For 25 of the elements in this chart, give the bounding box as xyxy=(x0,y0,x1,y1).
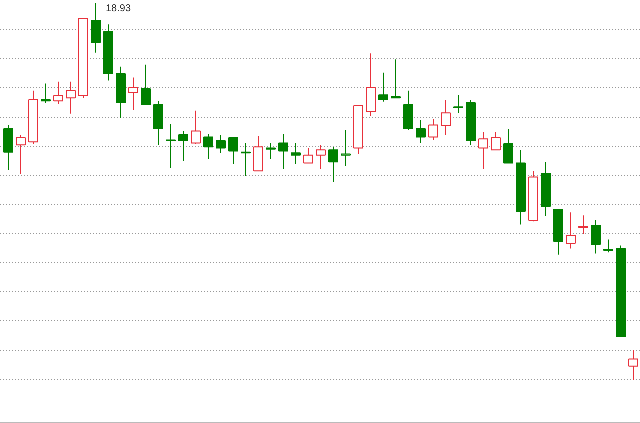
candlestick xyxy=(478,132,488,170)
candlestick xyxy=(4,124,14,171)
candlestick xyxy=(166,124,176,169)
annotation: 18.93 xyxy=(106,4,132,15)
candlestick xyxy=(104,24,114,82)
candlestick xyxy=(241,142,251,177)
candlestick xyxy=(66,81,76,114)
candlestick xyxy=(341,130,351,167)
candlestick xyxy=(178,130,188,162)
candlestick xyxy=(216,134,226,154)
candlestick xyxy=(441,99,451,136)
candlestick xyxy=(566,212,576,250)
candlestick xyxy=(154,100,164,146)
candlestick xyxy=(416,119,426,144)
candlestick xyxy=(516,150,526,226)
candlestick xyxy=(578,215,588,235)
candlestick xyxy=(116,66,126,119)
candlestick xyxy=(316,144,326,170)
candlestick xyxy=(591,220,601,254)
candlestick xyxy=(278,134,288,170)
candlestick xyxy=(628,350,638,381)
candlestick xyxy=(541,162,551,217)
candlestick xyxy=(291,142,301,165)
candlestick xyxy=(128,77,138,111)
candlestick xyxy=(91,3,101,54)
